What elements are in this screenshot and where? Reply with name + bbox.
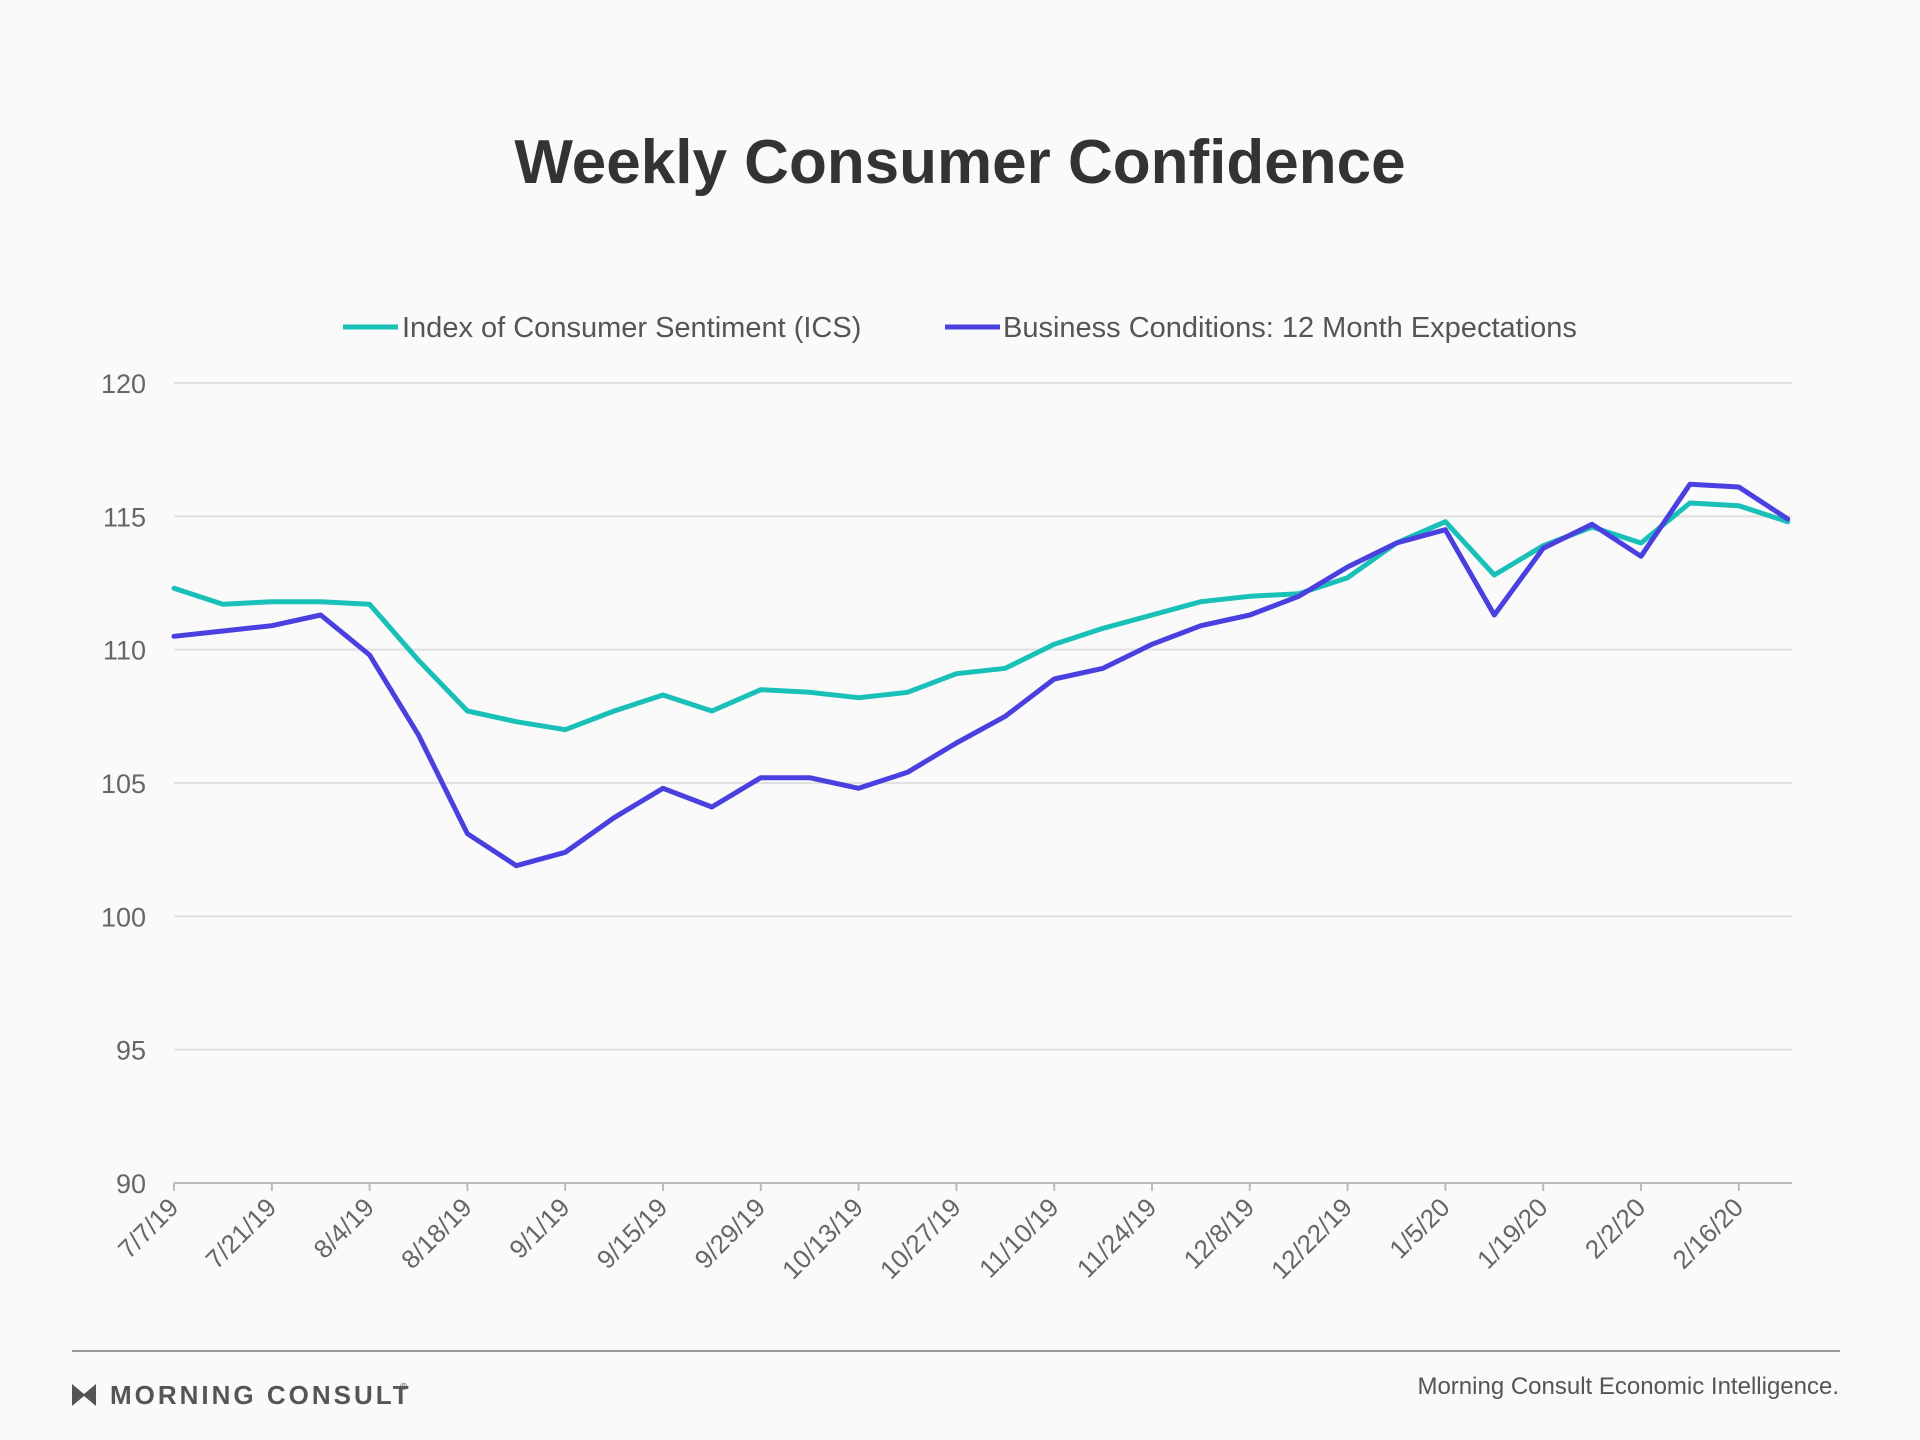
x-tick-label: 7/7/19	[112, 1192, 184, 1264]
x-tick-label: 9/1/19	[503, 1192, 575, 1264]
y-tick-label: 120	[101, 369, 146, 399]
x-tick-label: 8/4/19	[308, 1192, 380, 1264]
y-axis: 90 95 100 105 110 115 120	[101, 369, 146, 1199]
x-tick-label: 2/16/20	[1666, 1192, 1749, 1275]
morning-consult-logo: MORNING CONSULT ®	[72, 1380, 412, 1410]
x-tick-label: 2/2/20	[1579, 1192, 1651, 1264]
y-tick-label: 95	[116, 1036, 146, 1066]
y-tick-label: 115	[103, 502, 146, 532]
x-tick-label: 11/24/19	[1071, 1192, 1162, 1283]
brand-mark-icon	[72, 1384, 96, 1406]
x-axis: 7/7/19 7/21/19 8/4/19 8/18/19 9/1/19 9/15/19 9…	[112, 1182, 1792, 1285]
source-note: Morning Consult Economic Intelligence.	[1417, 1373, 1839, 1400]
x-tick-label: 10/13/19	[776, 1192, 869, 1285]
legend-label-ics: Index of Consumer Sentiment (ICS)	[402, 312, 861, 344]
y-tick-label: 90	[116, 1169, 146, 1199]
x-tick-label: 1/19/20	[1471, 1192, 1554, 1275]
x-tick-label: 12/22/19	[1265, 1192, 1358, 1285]
y-tick-label: 110	[103, 636, 146, 666]
y-tick-label: 105	[101, 769, 146, 799]
chart-title: Weekly Consumer Confidence	[514, 128, 1405, 197]
x-tick-label: 11/10/19	[973, 1192, 1064, 1283]
x-tick-label: 1/5/20	[1383, 1192, 1455, 1264]
x-tick-label: 12/8/19	[1177, 1192, 1260, 1275]
x-tick-label: 7/21/19	[199, 1192, 282, 1275]
plot-area	[171, 481, 1791, 869]
series-line-ics	[171, 500, 1791, 733]
x-tick-label: 10/27/19	[874, 1192, 967, 1285]
legend: Index of Consumer Sentiment (ICS) Busine…	[343, 312, 1577, 344]
brand-name: MORNING CONSULT	[110, 1380, 412, 1410]
y-tick-label: 100	[101, 902, 146, 932]
gridlines	[174, 382, 1792, 1051]
legend-label-business: Business Conditions: 12 Month Expectatio…	[1003, 312, 1577, 344]
x-tick-label: 9/15/19	[591, 1192, 674, 1275]
series-line-business	[171, 481, 1791, 869]
x-tick-label: 9/29/19	[688, 1192, 771, 1275]
x-tick-label: 8/18/19	[395, 1192, 478, 1275]
brand-trademark: ®	[400, 1382, 408, 1393]
